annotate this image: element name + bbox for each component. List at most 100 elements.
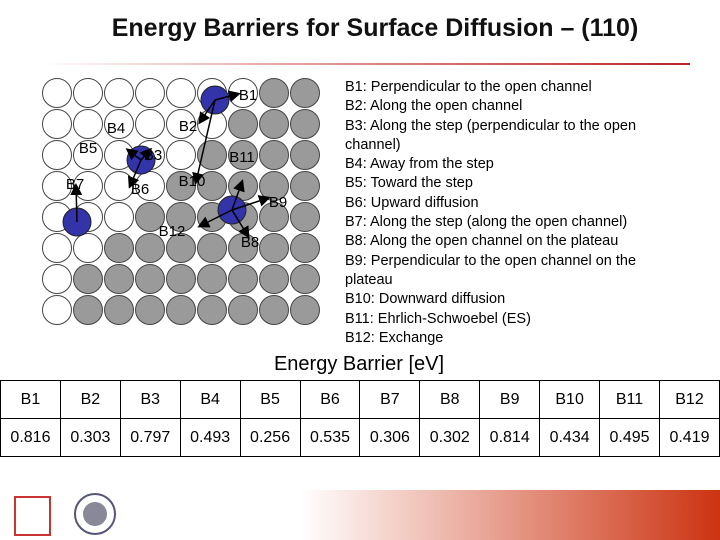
barrier-table: B1 B2 B3 B4 B5 B6 B7 B8 B9 B10 B11 B12 0.816 0.303 0.7… bbox=[0, 380, 720, 457]
atom bbox=[166, 140, 196, 170]
value-cell: 0.535 bbox=[299, 418, 361, 457]
diffusion-arrow bbox=[231, 195, 271, 211]
header-cell: B9 bbox=[479, 380, 541, 419]
atom bbox=[166, 171, 196, 201]
atom bbox=[73, 233, 103, 263]
atom bbox=[104, 202, 134, 232]
header-cell: B6 bbox=[299, 380, 361, 419]
atom bbox=[42, 78, 72, 108]
diagram-label: B12 bbox=[159, 223, 186, 240]
atom bbox=[228, 109, 258, 139]
atom bbox=[259, 78, 289, 108]
atom bbox=[259, 171, 289, 201]
footer-band bbox=[300, 490, 720, 540]
atom bbox=[135, 109, 165, 139]
diagram-label: B4 bbox=[107, 120, 125, 137]
atom bbox=[197, 264, 227, 294]
atom bbox=[290, 295, 320, 325]
atom-grid bbox=[42, 78, 320, 325]
description-item: B2: Along the open channel bbox=[345, 98, 523, 115]
atom bbox=[104, 78, 134, 108]
atom bbox=[259, 264, 289, 294]
value-cell: 0.816 bbox=[0, 418, 61, 457]
description-item: B8: Along the open channel on the platea… bbox=[345, 233, 619, 250]
diffusion-arrow bbox=[70, 183, 83, 223]
header-cell: B12 bbox=[658, 380, 720, 419]
diagram-labels: B1 B2 B3 B4 B5 B6 B7 B8 B9 B10 B11 B12 bbox=[66, 87, 287, 251]
diagram-label: B8 bbox=[241, 234, 259, 251]
atom bbox=[197, 295, 227, 325]
atom bbox=[290, 109, 320, 139]
atom bbox=[290, 171, 320, 201]
description-item: B7: Along the step (along the open chann… bbox=[345, 214, 628, 231]
diffusion-arrow bbox=[139, 147, 153, 161]
header-cell: B2 bbox=[59, 380, 121, 419]
diffusion-arrow bbox=[214, 90, 241, 103]
atom bbox=[135, 295, 165, 325]
description-list: B1: Perpendicular to the open channel B2:… bbox=[345, 78, 680, 348]
value-cell: 0.495 bbox=[599, 418, 660, 457]
atom bbox=[197, 233, 227, 263]
atom bbox=[290, 140, 320, 170]
atom bbox=[166, 109, 196, 139]
atom bbox=[228, 264, 258, 294]
atom bbox=[197, 171, 227, 201]
header-cell: B11 bbox=[599, 380, 660, 419]
diffusion-arrow bbox=[231, 179, 245, 211]
header-cell: B10 bbox=[539, 380, 601, 419]
diagram-label: B10 bbox=[179, 173, 206, 190]
description-item: B12: Exchange bbox=[345, 329, 444, 346]
title-rule bbox=[40, 63, 690, 65]
diffusion-arrow bbox=[125, 148, 142, 161]
diagram-label: B9 bbox=[269, 194, 287, 211]
atom bbox=[228, 295, 258, 325]
header-cell: B1 bbox=[0, 380, 61, 419]
logos bbox=[14, 493, 116, 536]
diagram-label: B3 bbox=[144, 147, 162, 164]
atom bbox=[42, 264, 72, 294]
diagram-label: B2 bbox=[179, 118, 197, 135]
diffusion-arrow bbox=[192, 99, 216, 185]
atom bbox=[42, 233, 72, 263]
atom bbox=[42, 109, 72, 139]
atom bbox=[104, 233, 134, 263]
description-item: B4: Away from the step bbox=[345, 156, 494, 173]
atom bbox=[73, 264, 103, 294]
diffusion-arrow bbox=[197, 209, 233, 228]
table-caption: Energy Barrier [eV] bbox=[273, 353, 445, 375]
atom bbox=[42, 140, 72, 170]
value-cell: 0.797 bbox=[119, 418, 181, 457]
value-cell: 0.434 bbox=[539, 418, 601, 457]
description-item: B1: Perpendicular to the open channel bbox=[345, 79, 592, 95]
value-cell: 0.302 bbox=[419, 418, 481, 457]
atom bbox=[73, 140, 103, 170]
diagram-label: B1 bbox=[239, 87, 257, 104]
diagram-label: B6 bbox=[131, 181, 149, 198]
value-cell: 0.814 bbox=[479, 418, 541, 457]
atom bbox=[73, 78, 103, 108]
atom bbox=[290, 78, 320, 108]
title: Energy Barriers for Surface Diffusion – … bbox=[111, 14, 639, 42]
atom bbox=[135, 264, 165, 294]
description-item: B3: Along the step (perpendicular to the… bbox=[345, 117, 637, 153]
atom bbox=[73, 109, 103, 139]
atom bbox=[135, 78, 165, 108]
atom bbox=[290, 264, 320, 294]
description-item: B9: Perpendicular to the open channel on… bbox=[345, 252, 637, 288]
value-cell: 0.419 bbox=[658, 418, 720, 457]
atom bbox=[166, 202, 196, 232]
header-cell: B3 bbox=[119, 380, 181, 419]
value-cell: 0.303 bbox=[59, 418, 121, 457]
atom bbox=[228, 140, 258, 170]
atom bbox=[166, 295, 196, 325]
header-cell: B4 bbox=[179, 380, 241, 419]
atom bbox=[73, 295, 103, 325]
atom bbox=[259, 233, 289, 263]
atom bbox=[197, 140, 227, 170]
description-item: B10: Downward diffusion bbox=[345, 291, 506, 308]
atom bbox=[166, 264, 196, 294]
diagram-label: B11 bbox=[229, 149, 255, 166]
atom bbox=[104, 171, 134, 201]
